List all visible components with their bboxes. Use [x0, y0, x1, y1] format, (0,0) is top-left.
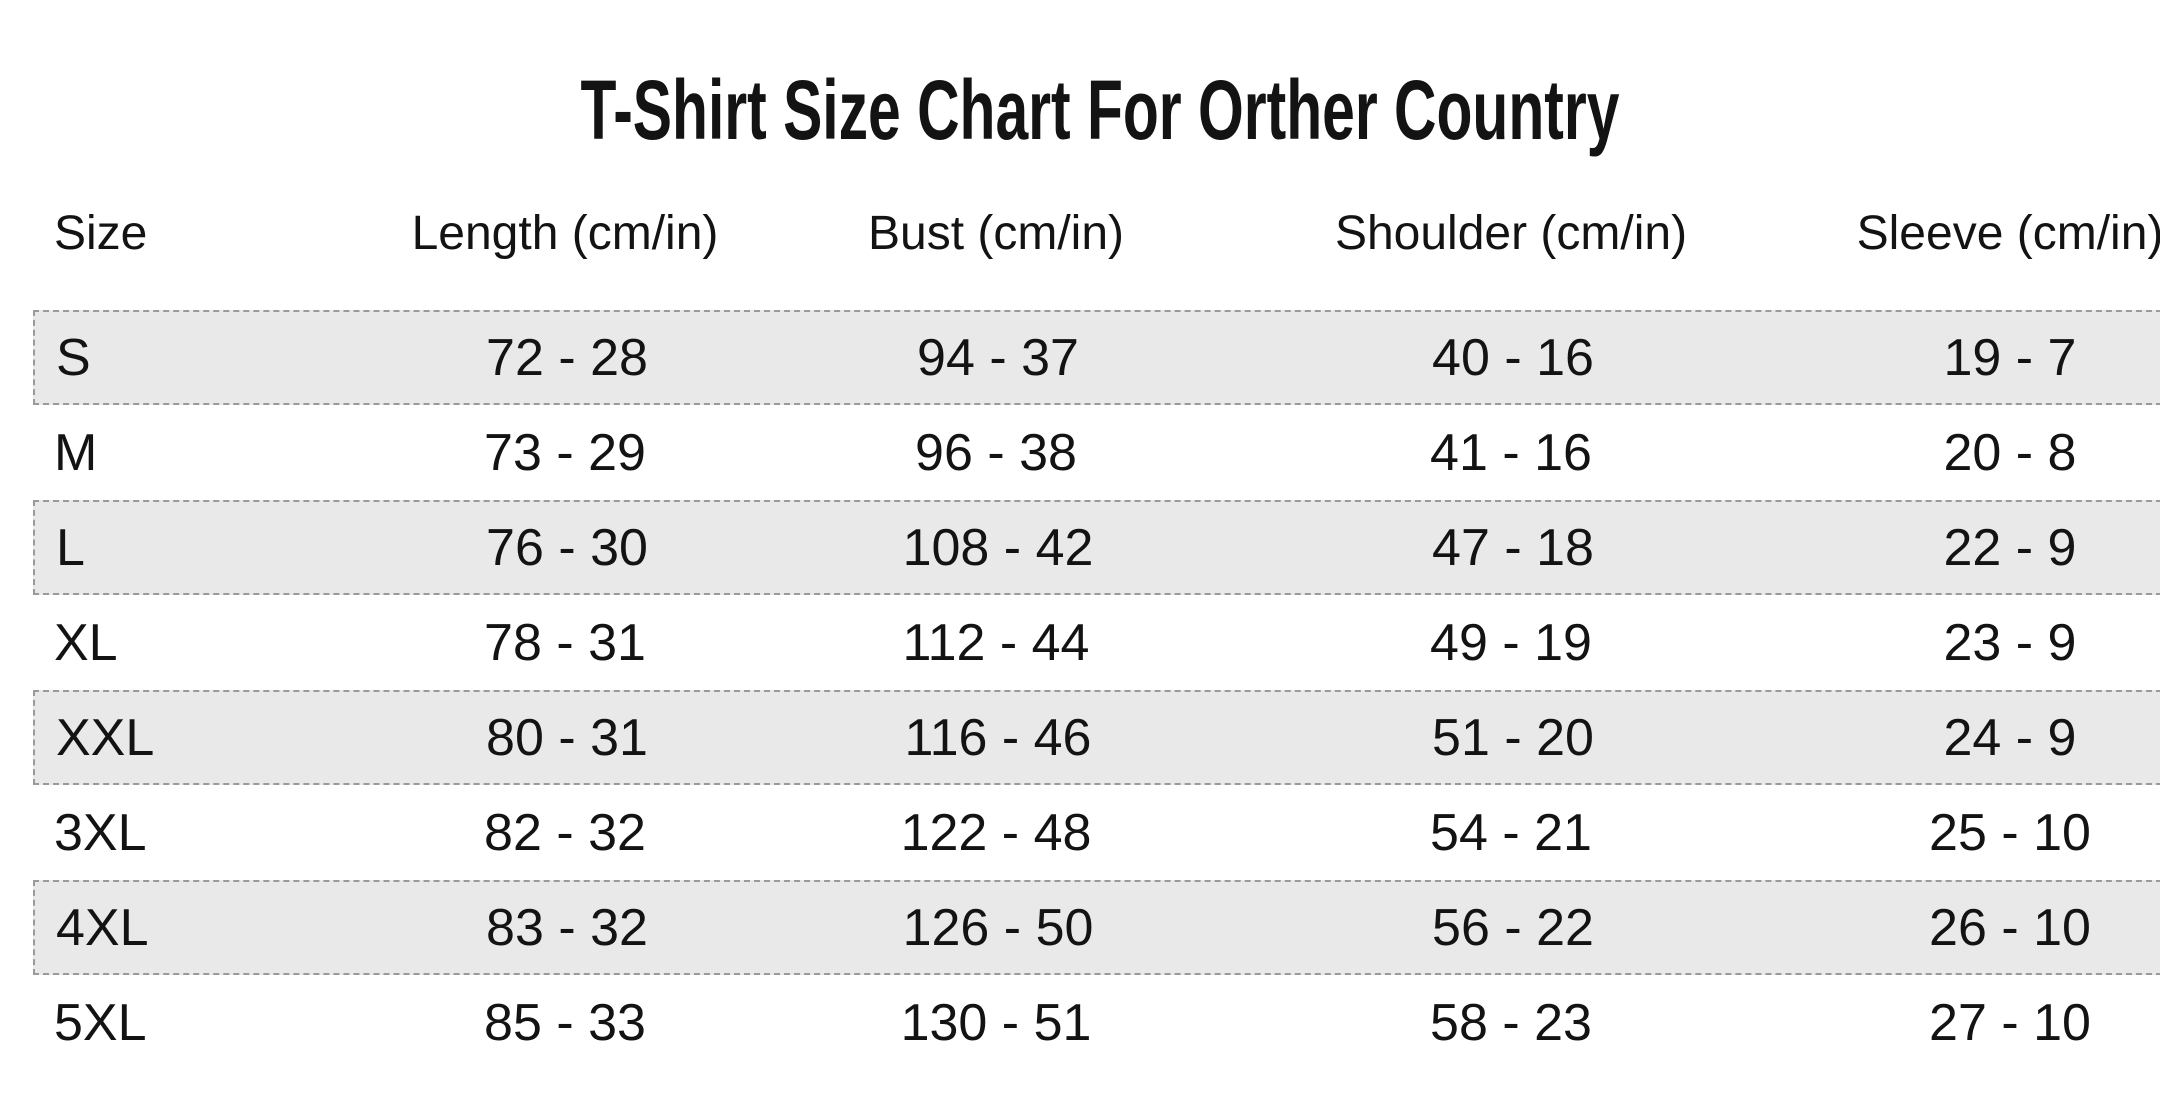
cell-sleeve: 26 - 10 — [1929, 898, 2091, 957]
cell-bust: 108 - 42 — [902, 518, 1094, 577]
cell-length: 82 - 32 — [484, 803, 646, 862]
table-row: 3XL 82 - 32 122 - 48 54 - 21 25 - 10 — [33, 785, 2160, 880]
table-row: S 72 - 28 94 - 37 40 - 16 19 - 7 — [33, 310, 2160, 405]
cell-length: 85 - 33 — [484, 993, 646, 1052]
column-header-bust: Bust (cm/in) — [867, 206, 1125, 260]
cell-size: 4XL — [56, 898, 149, 957]
cell-sleeve: 27 - 10 — [1929, 993, 2091, 1052]
size-chart-table: Size Length (cm/in) Bust (cm/in) Shoulde… — [33, 185, 2160, 1070]
cell-shoulder: 49 - 19 — [1430, 613, 1592, 672]
cell-length: 78 - 31 — [484, 613, 646, 672]
cell-length: 76 - 30 — [486, 518, 648, 577]
table-row: XXL 80 - 31 116 - 46 51 - 20 24 - 9 — [33, 690, 2160, 785]
cell-size: XXL — [56, 708, 155, 767]
cell-bust: 130 - 51 — [900, 993, 1092, 1052]
cell-bust: 116 - 46 — [904, 708, 1092, 767]
table-row: L 76 - 30 108 - 42 47 - 18 22 - 9 — [33, 500, 2160, 595]
cell-bust: 96 - 38 — [915, 423, 1077, 482]
cell-shoulder: 41 - 16 — [1430, 423, 1592, 482]
cell-length: 73 - 29 — [484, 423, 646, 482]
table-header-row: Size Length (cm/in) Bust (cm/in) Shoulde… — [33, 185, 2160, 281]
cell-length: 83 - 32 — [486, 898, 648, 957]
table-row: M 73 - 29 96 - 38 41 - 16 20 - 8 — [33, 405, 2160, 500]
cell-sleeve: 20 - 8 — [1943, 423, 2077, 482]
cell-shoulder: 54 - 21 — [1430, 803, 1592, 862]
cell-size: M — [54, 423, 98, 482]
column-header-size: Size — [54, 206, 148, 260]
cell-size: XL — [54, 613, 118, 672]
cell-shoulder: 40 - 16 — [1432, 328, 1594, 387]
cell-sleeve: 23 - 9 — [1943, 613, 2077, 672]
cell-size: 5XL — [54, 993, 147, 1052]
cell-shoulder: 56 - 22 — [1432, 898, 1594, 957]
column-header-length: Length (cm/in) — [411, 206, 719, 260]
column-header-sleeve: Sleeve (cm/in) — [1856, 206, 2160, 260]
table-row: XL 78 - 31 112 - 44 49 - 19 23 - 9 — [33, 595, 2160, 690]
cell-shoulder: 58 - 23 — [1430, 993, 1592, 1052]
cell-size: S — [56, 328, 91, 387]
cell-sleeve: 25 - 10 — [1929, 803, 2091, 862]
cell-length: 72 - 28 — [486, 328, 648, 387]
cell-length: 80 - 31 — [486, 708, 648, 767]
table-row: 4XL 83 - 32 126 - 50 56 - 22 26 - 10 — [33, 880, 2160, 975]
cell-bust: 112 - 44 — [902, 613, 1090, 672]
table-row: 5XL 85 - 33 130 - 51 58 - 23 27 - 10 — [33, 975, 2160, 1070]
cell-shoulder: 51 - 20 — [1432, 708, 1594, 767]
cell-size: L — [56, 518, 85, 577]
cell-sleeve: 19 - 7 — [1943, 328, 2077, 387]
cell-sleeve: 22 - 9 — [1943, 518, 2077, 577]
cell-bust: 94 - 37 — [917, 328, 1079, 387]
cell-sleeve: 24 - 9 — [1943, 708, 2077, 767]
cell-bust: 126 - 50 — [902, 898, 1094, 957]
cell-shoulder: 47 - 18 — [1432, 518, 1594, 577]
chart-title: T-Shirt Size Chart For Orther Country — [580, 63, 1620, 157]
cell-size: 3XL — [54, 803, 147, 862]
column-header-shoulder: Shoulder (cm/in) — [1334, 206, 1688, 260]
cell-bust: 122 - 48 — [900, 803, 1092, 862]
